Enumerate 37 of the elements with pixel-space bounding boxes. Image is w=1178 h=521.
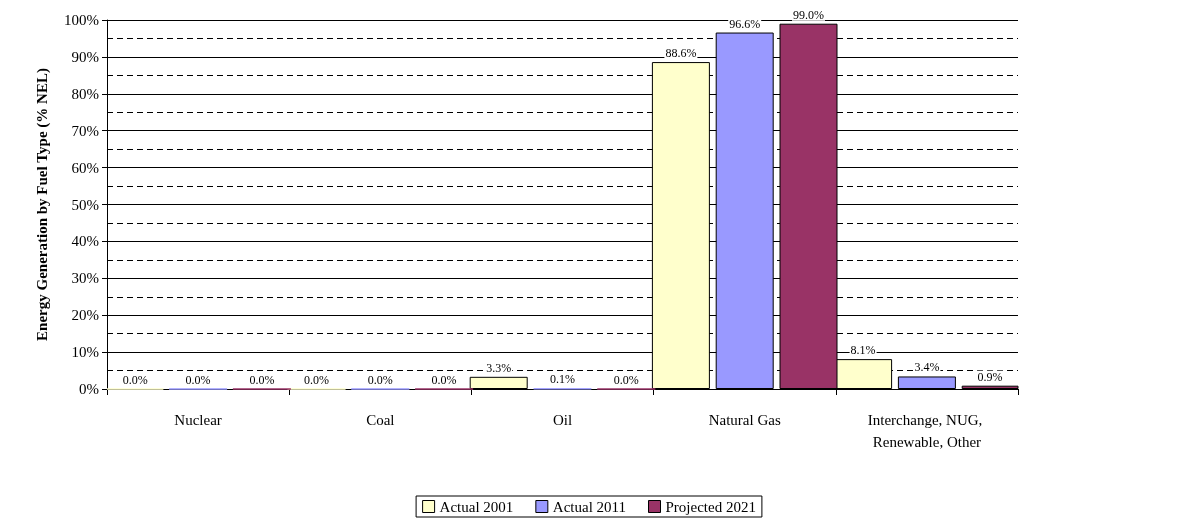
data-label: 8.1% bbox=[850, 343, 876, 358]
legend-label: Projected 2021 bbox=[665, 498, 756, 515]
x-tick-label: Coal bbox=[366, 412, 395, 428]
data-label: 0.0% bbox=[367, 372, 393, 387]
y-tick-label: 40% bbox=[71, 233, 99, 250]
data-label: 0.0% bbox=[185, 372, 211, 387]
data-label: 3.4% bbox=[914, 360, 940, 375]
data-label: 0.0% bbox=[613, 372, 639, 387]
y-tick-label: 80% bbox=[71, 85, 99, 102]
data-label: 0.9% bbox=[977, 369, 1003, 384]
y-tick-label: 50% bbox=[71, 196, 99, 213]
data-label: 0.0% bbox=[304, 372, 329, 387]
x-tick-label: Nuclear bbox=[174, 412, 222, 428]
y-tick-label: 100% bbox=[64, 12, 99, 28]
y-tick-label: 60% bbox=[71, 159, 99, 176]
y-tick-label: 70% bbox=[71, 122, 99, 139]
y-tick-label: 30% bbox=[71, 270, 99, 287]
data-label: 88.6% bbox=[665, 46, 697, 61]
data-label: 3.3% bbox=[486, 360, 512, 375]
x-tick-label: Oil bbox=[552, 412, 573, 428]
x-tick-label: Interchange, NUG, Renewable, Other bbox=[867, 412, 987, 450]
legend-label: Actual 2011 bbox=[552, 498, 627, 515]
y-axis-title: Energy Generation by Fuel Type (% NEL) bbox=[33, 68, 51, 341]
y-tick-label: 10% bbox=[71, 344, 99, 361]
data-label: 0.0% bbox=[431, 372, 457, 387]
data-label: 0.0% bbox=[122, 372, 148, 387]
data-label: 99.0% bbox=[793, 7, 824, 22]
y-tick-label: 90% bbox=[71, 48, 99, 65]
bar bbox=[469, 376, 528, 389]
y-tick-label: 0% bbox=[79, 381, 99, 397]
y-tick-label: 20% bbox=[71, 307, 99, 324]
data-label: 96.6% bbox=[729, 16, 761, 31]
data-label: 0.1% bbox=[550, 372, 575, 387]
data-label: 0.0% bbox=[249, 372, 275, 387]
bar bbox=[897, 376, 956, 389]
x-tick-label: Natural Gas bbox=[708, 412, 781, 428]
legend-label: Actual 2001 bbox=[439, 498, 514, 515]
